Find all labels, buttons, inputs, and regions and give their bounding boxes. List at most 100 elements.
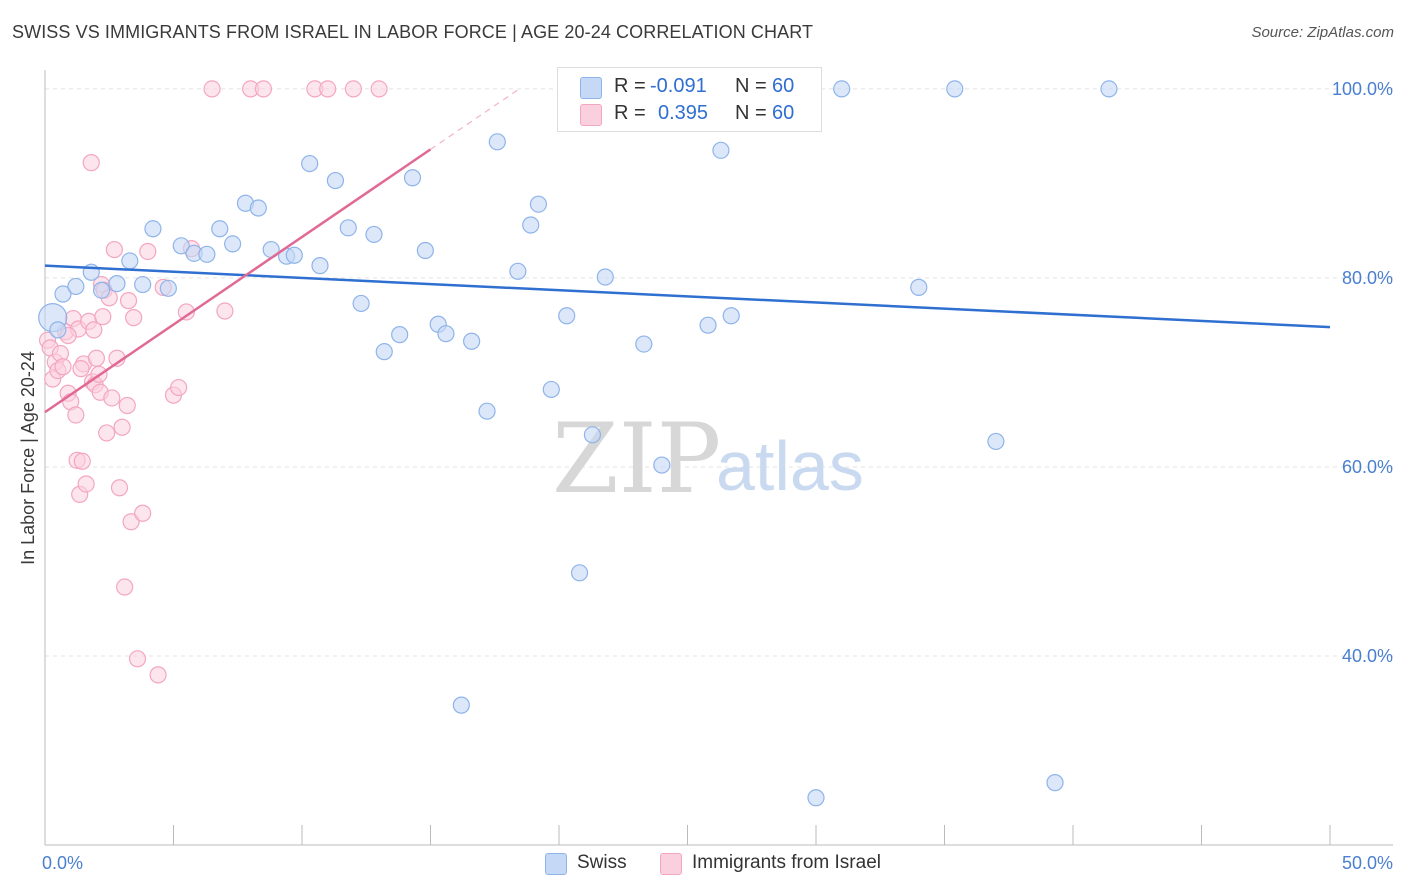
y-tick-label: 80.0% [1342, 268, 1393, 288]
bottom-israel-swatch [660, 853, 682, 875]
x-tick-label: 0.0% [42, 853, 83, 873]
swiss-point [558, 307, 576, 325]
swiss-n-label: N = [735, 75, 767, 97]
israel-r-label: R = [614, 102, 646, 124]
swiss-point [403, 169, 422, 187]
israel-point [73, 452, 91, 470]
swiss-trend-line [44, 264, 1331, 329]
series-israel-points [38, 80, 388, 684]
israel-point [344, 80, 362, 98]
israel-trend-extension [430, 87, 521, 150]
swiss-point [375, 343, 393, 361]
swiss-point [522, 216, 540, 234]
swiss-point [583, 426, 602, 444]
israel-point [82, 154, 100, 172]
swiss-point [833, 80, 851, 98]
israel-point [77, 475, 95, 493]
swiss-point [211, 220, 229, 238]
swiss-point [542, 380, 560, 399]
israel-point [319, 80, 337, 98]
swiss-point [722, 307, 740, 325]
swiss-point [49, 321, 67, 339]
swiss-point [108, 274, 126, 293]
gridlines [45, 88, 1393, 657]
israel-point [128, 650, 147, 668]
swiss-point [92, 281, 111, 299]
swiss-point [946, 80, 964, 98]
swiss-point [635, 335, 653, 353]
x-tick-labels: 0.0% 50.0% [42, 853, 1393, 873]
swiss-point [488, 133, 506, 151]
israel-point [203, 80, 221, 98]
swiss-point [463, 332, 481, 350]
swiss-point [326, 171, 345, 190]
swiss-point [509, 262, 527, 280]
axes [44, 70, 1393, 846]
correlation-legend: R = -0.091 N = 60 R = 0.395 N = 60 [557, 67, 822, 132]
israel-point [98, 424, 116, 442]
swiss-point [712, 141, 730, 159]
bottom-swiss-label: Swiss [577, 852, 627, 873]
swiss-point [54, 285, 72, 303]
bottom-swiss-swatch [545, 853, 567, 875]
swiss-r-label: R = [614, 75, 646, 97]
israel-point [122, 513, 140, 531]
swiss-r-value: -0.091 [650, 75, 707, 97]
y-tick-label: 100.0% [1332, 79, 1393, 99]
swiss-point [570, 564, 589, 582]
israel-point [85, 321, 103, 339]
swiss-point [352, 294, 370, 313]
y-tick-labels: 40.0% 60.0% 80.0% 100.0% [1332, 79, 1393, 666]
swiss-point [653, 456, 671, 474]
swiss-point [311, 257, 329, 275]
israel-point [170, 378, 188, 397]
israel-point [216, 302, 234, 320]
swiss-point [807, 789, 825, 807]
swiss-point [172, 237, 190, 255]
swiss-point [339, 219, 357, 237]
swiss-point [1046, 774, 1064, 792]
israel-r-value: 0.395 [658, 102, 709, 124]
y-tick-label: 60.0% [1342, 457, 1393, 477]
swiss-point [596, 268, 614, 286]
israel-point [54, 358, 72, 376]
israel-point [370, 80, 388, 98]
chart-title: SWISS VS IMMIGRANTS FROM ISRAEL IN LABOR… [12, 22, 814, 42]
trend-lines [44, 87, 1331, 414]
israel-point [94, 308, 112, 326]
swiss-point [391, 326, 409, 344]
israel-point [105, 240, 123, 259]
israel-point [110, 479, 129, 497]
swiss-point [198, 245, 216, 263]
swiss-point [1100, 80, 1118, 98]
swiss-point [224, 235, 242, 253]
israel-point [103, 389, 121, 407]
israel-point [254, 80, 273, 98]
israel-point [118, 396, 136, 415]
swiss-swatch [580, 77, 602, 99]
israel-point [113, 418, 131, 436]
swiss-point [365, 225, 383, 244]
swiss-point [134, 275, 152, 294]
swiss-point [478, 402, 496, 420]
israel-point [139, 242, 157, 261]
swiss-point [67, 277, 85, 296]
swiss-point [452, 696, 470, 714]
swiss-point [301, 154, 319, 173]
swiss-point [144, 220, 162, 238]
y-axis-label: In Labor Force | Age 20-24 [18, 351, 38, 565]
israel-n-value: 60 [772, 102, 795, 124]
israel-point [116, 578, 134, 596]
swiss-point [529, 195, 548, 213]
israel-point [119, 292, 138, 310]
israel-trend-line [44, 148, 432, 414]
swiss-point [121, 252, 139, 270]
swiss-point [699, 316, 717, 334]
israel-point [67, 406, 85, 424]
swiss-point [910, 278, 928, 296]
israel-point [134, 504, 152, 522]
israel-point [149, 666, 167, 684]
swiss-n-value: 60 [772, 75, 795, 97]
swiss-point [285, 246, 303, 264]
